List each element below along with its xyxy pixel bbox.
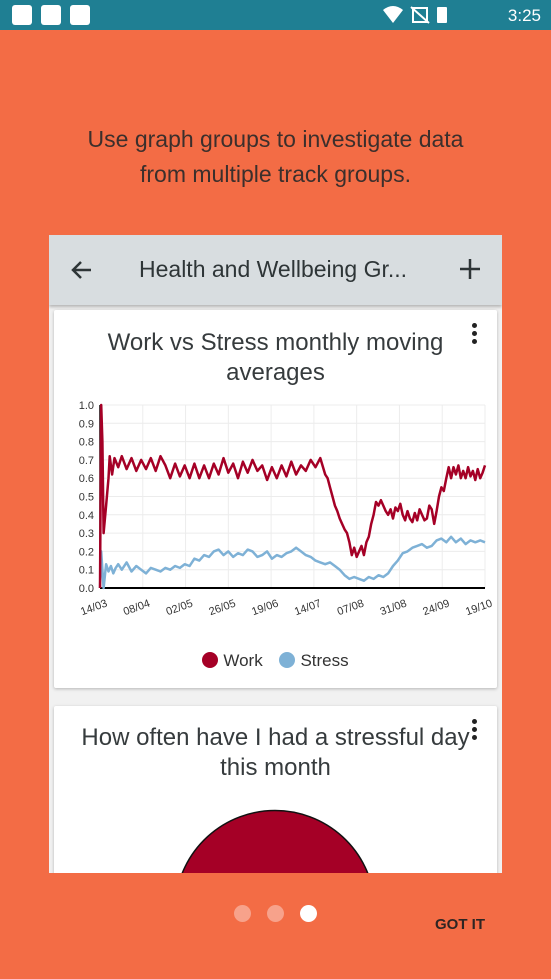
notification-icon bbox=[12, 5, 32, 25]
line-chart: 0.0 0.1 0.2 0.3 0.4 0.5 0.6 0.7 0.8 0.9 1.0 14/03 08… bbox=[79, 400, 494, 619]
y-tick-label: 1.0 bbox=[79, 400, 94, 412]
chart-title: Work vs Stress monthly moving averages bbox=[54, 328, 497, 388]
legend-swatch bbox=[279, 652, 296, 668]
pie-slice-work bbox=[181, 809, 369, 873]
chart-title-line-2: this month bbox=[220, 754, 331, 781]
y-tick-label: 0.7 bbox=[79, 455, 94, 467]
got-it-button[interactable]: GOT IT bbox=[435, 916, 485, 933]
x-tick-label: 14/07 bbox=[293, 598, 323, 619]
x-tick-label: 19/06 bbox=[250, 598, 280, 619]
legend-item-stress: Stress bbox=[279, 651, 349, 671]
page-indicator bbox=[0, 905, 551, 927]
x-tick-label: 31/08 bbox=[378, 598, 408, 619]
status-time: 3:25 bbox=[507, 6, 541, 25]
x-tick-label: 24/09 bbox=[421, 598, 451, 619]
y-tick-label: 0.6 bbox=[79, 473, 94, 485]
legend-item-work: Work bbox=[202, 651, 263, 671]
graph-card-line: Work vs Stress monthly moving averages 0… bbox=[54, 310, 497, 688]
add-icon[interactable] bbox=[459, 258, 481, 280]
intro-line-1: Use graph groups to investigate data bbox=[87, 126, 464, 152]
y-tick-label: 0.0 bbox=[79, 583, 94, 595]
x-tick-label: 08/04 bbox=[122, 598, 152, 619]
chart-title: How often have I had a stressful day thi… bbox=[54, 723, 497, 783]
more-vert-icon[interactable] bbox=[471, 719, 479, 741]
more-vert-icon[interactable] bbox=[471, 323, 479, 345]
x-tick-label: 02/05 bbox=[165, 598, 195, 619]
x-tick-label: 19/10 bbox=[464, 598, 494, 619]
intro-line-2: from multiple track groups. bbox=[140, 161, 411, 187]
page-dot[interactable] bbox=[233, 905, 251, 922]
pie-chart bbox=[181, 809, 369, 873]
battery-icon bbox=[437, 7, 447, 23]
series-line-stress bbox=[98, 535, 486, 590]
y-tick-label: 0.9 bbox=[79, 418, 94, 430]
page-dot[interactable] bbox=[267, 905, 284, 922]
wifi-icon bbox=[383, 6, 403, 23]
y-tick-label: 0.4 bbox=[79, 510, 94, 522]
onboarding-description: Use graph groups to investigate data fro… bbox=[0, 122, 551, 192]
graph-card-pie: How often have I had a stressful day thi… bbox=[54, 706, 497, 873]
y-tick-label: 0.8 bbox=[79, 437, 94, 449]
status-icons bbox=[381, 5, 481, 30]
legend-label: Stress bbox=[300, 651, 349, 670]
page-title: Health and Wellbeing Gr... bbox=[139, 256, 408, 282]
notification-icon bbox=[70, 5, 90, 25]
chart-title-line-1: Work vs Stress monthly moving bbox=[107, 329, 444, 356]
y-tick-label: 0.3 bbox=[79, 528, 94, 540]
y-tick-label: 0.1 bbox=[79, 565, 94, 577]
y-tick-label: 0.2 bbox=[79, 546, 94, 558]
app-preview: Health and Wellbeing Gr... Work vs Stres… bbox=[49, 235, 502, 873]
notification-icon bbox=[41, 5, 61, 25]
page-dot-active[interactable] bbox=[300, 905, 318, 922]
chart-title-line-1: How often have I had a stressful day bbox=[81, 724, 470, 751]
chart-title-line-2: averages bbox=[226, 359, 325, 386]
chart-legend: Work Stress bbox=[54, 651, 497, 671]
legend-label: Work bbox=[223, 651, 263, 670]
legend-swatch bbox=[202, 652, 219, 668]
x-tick-label: 26/05 bbox=[207, 598, 237, 619]
x-tick-label: 14/03 bbox=[79, 598, 109, 619]
series-line-work bbox=[98, 403, 487, 589]
status-bar: 3:25 bbox=[0, 0, 551, 30]
x-tick-label: 07/08 bbox=[336, 598, 366, 619]
back-arrow-icon[interactable] bbox=[71, 259, 93, 281]
app-bar: Health and Wellbeing Gr... bbox=[49, 235, 502, 305]
y-tick-label: 0.5 bbox=[79, 492, 94, 504]
no-signal-icon bbox=[412, 7, 428, 23]
